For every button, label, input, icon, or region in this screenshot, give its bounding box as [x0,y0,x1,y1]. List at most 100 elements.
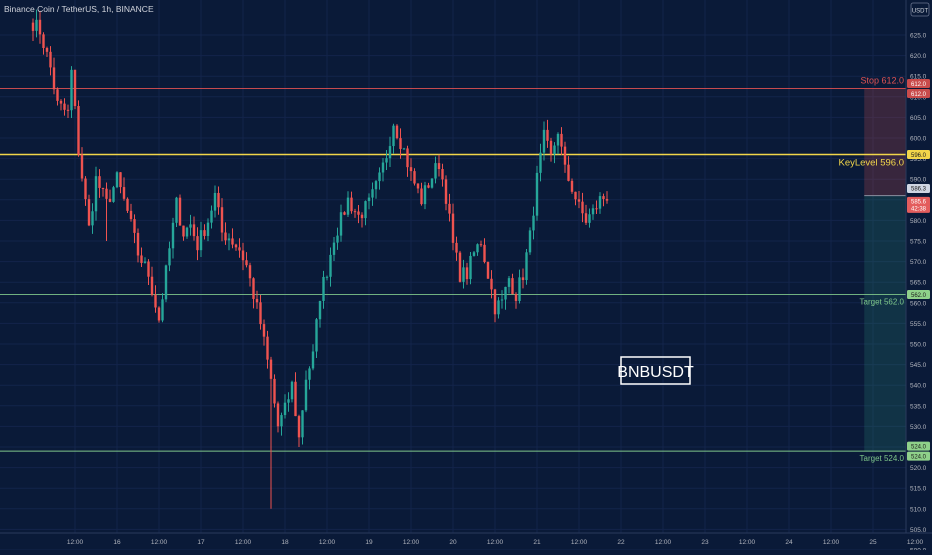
candle-body [525,252,528,281]
candle-body [497,300,500,315]
candle [315,318,318,358]
candle [210,205,213,229]
candle [255,290,259,309]
candle-body [35,19,38,31]
candle [199,221,203,257]
candle-body [521,277,525,281]
candle [73,69,77,110]
candle [472,251,476,257]
time-tick-label: 16 [113,539,121,546]
currency-badge-text: USDT [912,9,929,15]
candle-body [329,254,332,277]
candle [353,208,357,218]
price-tick-label: 540.0 [910,383,927,390]
candle [63,98,66,116]
candle-body [374,181,378,190]
candle-body [245,260,248,266]
candle-body [52,67,56,90]
candle [301,410,304,445]
candle-body [129,210,133,220]
candle-body [91,211,94,226]
candle [556,132,560,155]
candle-body [101,187,105,189]
candle [346,191,350,218]
candle-body [45,48,49,52]
time-tick-label: 12:00 [487,539,504,546]
candle [311,344,315,371]
candle-body [182,225,185,237]
candle [203,224,206,240]
candle [143,257,147,264]
candle [465,262,469,285]
candle-body [409,167,413,172]
candle [87,194,91,227]
candle [273,374,276,408]
candle [266,330,269,369]
candle [189,214,192,236]
time-tick-label: 19 [365,539,373,546]
candle-body [416,183,420,189]
time-tick-label: 12:00 [571,539,588,546]
target-1-label: Target 562.0 [860,298,905,307]
candle [598,192,602,214]
candle-body [84,178,87,200]
candle-body [462,267,465,282]
candle-body [185,227,189,237]
candle-body [437,163,441,170]
candle [483,238,486,264]
candle [147,259,150,286]
candle [350,191,353,214]
price-tick-label: 570.0 [910,259,927,266]
stop-zone[interactable] [864,88,906,196]
candle-body [549,140,553,155]
candle [42,32,45,55]
price-axis[interactable]: USDT 625.0620.0615.0610.0605.0600.0595.0… [905,0,932,555]
candle-body [476,244,479,253]
candle [318,300,322,328]
price-badge-text: 596.0 [911,153,927,159]
candle [458,250,462,283]
candle [283,394,287,419]
candlestick-series [31,9,609,509]
candle-body [353,211,357,213]
candle-body [514,294,518,301]
candle [570,178,574,194]
symbol-box-frame [620,356,691,385]
risk-reward-box[interactable] [864,88,906,452]
candle [493,288,497,323]
level-labels: Stop 612.0 KeyLevel 596.0 Target 562.0 Targ… [839,76,905,464]
candle [94,166,98,221]
candle-body [290,381,294,400]
candle [122,177,126,201]
price-tick-label: 615.0 [910,74,927,81]
price-tick-label: 550.0 [910,342,927,349]
candle [434,156,437,184]
candle-body [325,276,329,278]
candle [262,319,266,346]
candle [549,137,553,162]
candle [588,208,591,228]
candle-body [378,172,381,182]
candle-body [108,198,112,202]
candle-body [276,403,280,427]
candle-body [469,255,472,280]
candle [213,185,217,218]
candle-body [280,415,283,427]
candle [196,227,199,261]
candle [602,193,605,207]
target-zone[interactable] [864,195,906,452]
time-axis[interactable]: 12:00 16 12:00 17 12:00 18 12:00 19 12:00 20 12:00… [0,532,932,546]
candle-body [238,247,241,251]
time-tick-label: 12:00 [655,539,672,546]
candle-body [458,252,462,282]
price-tick-label: 535.0 [910,403,927,410]
candle [136,228,140,263]
candle [115,171,119,189]
candle-body [77,105,80,155]
time-tick-label: 12:00 [403,539,420,546]
price-badge-text: 524.0 [911,454,927,460]
currency-badge[interactable]: USDT [910,2,930,17]
price-tick-label: 505.0 [910,527,927,534]
